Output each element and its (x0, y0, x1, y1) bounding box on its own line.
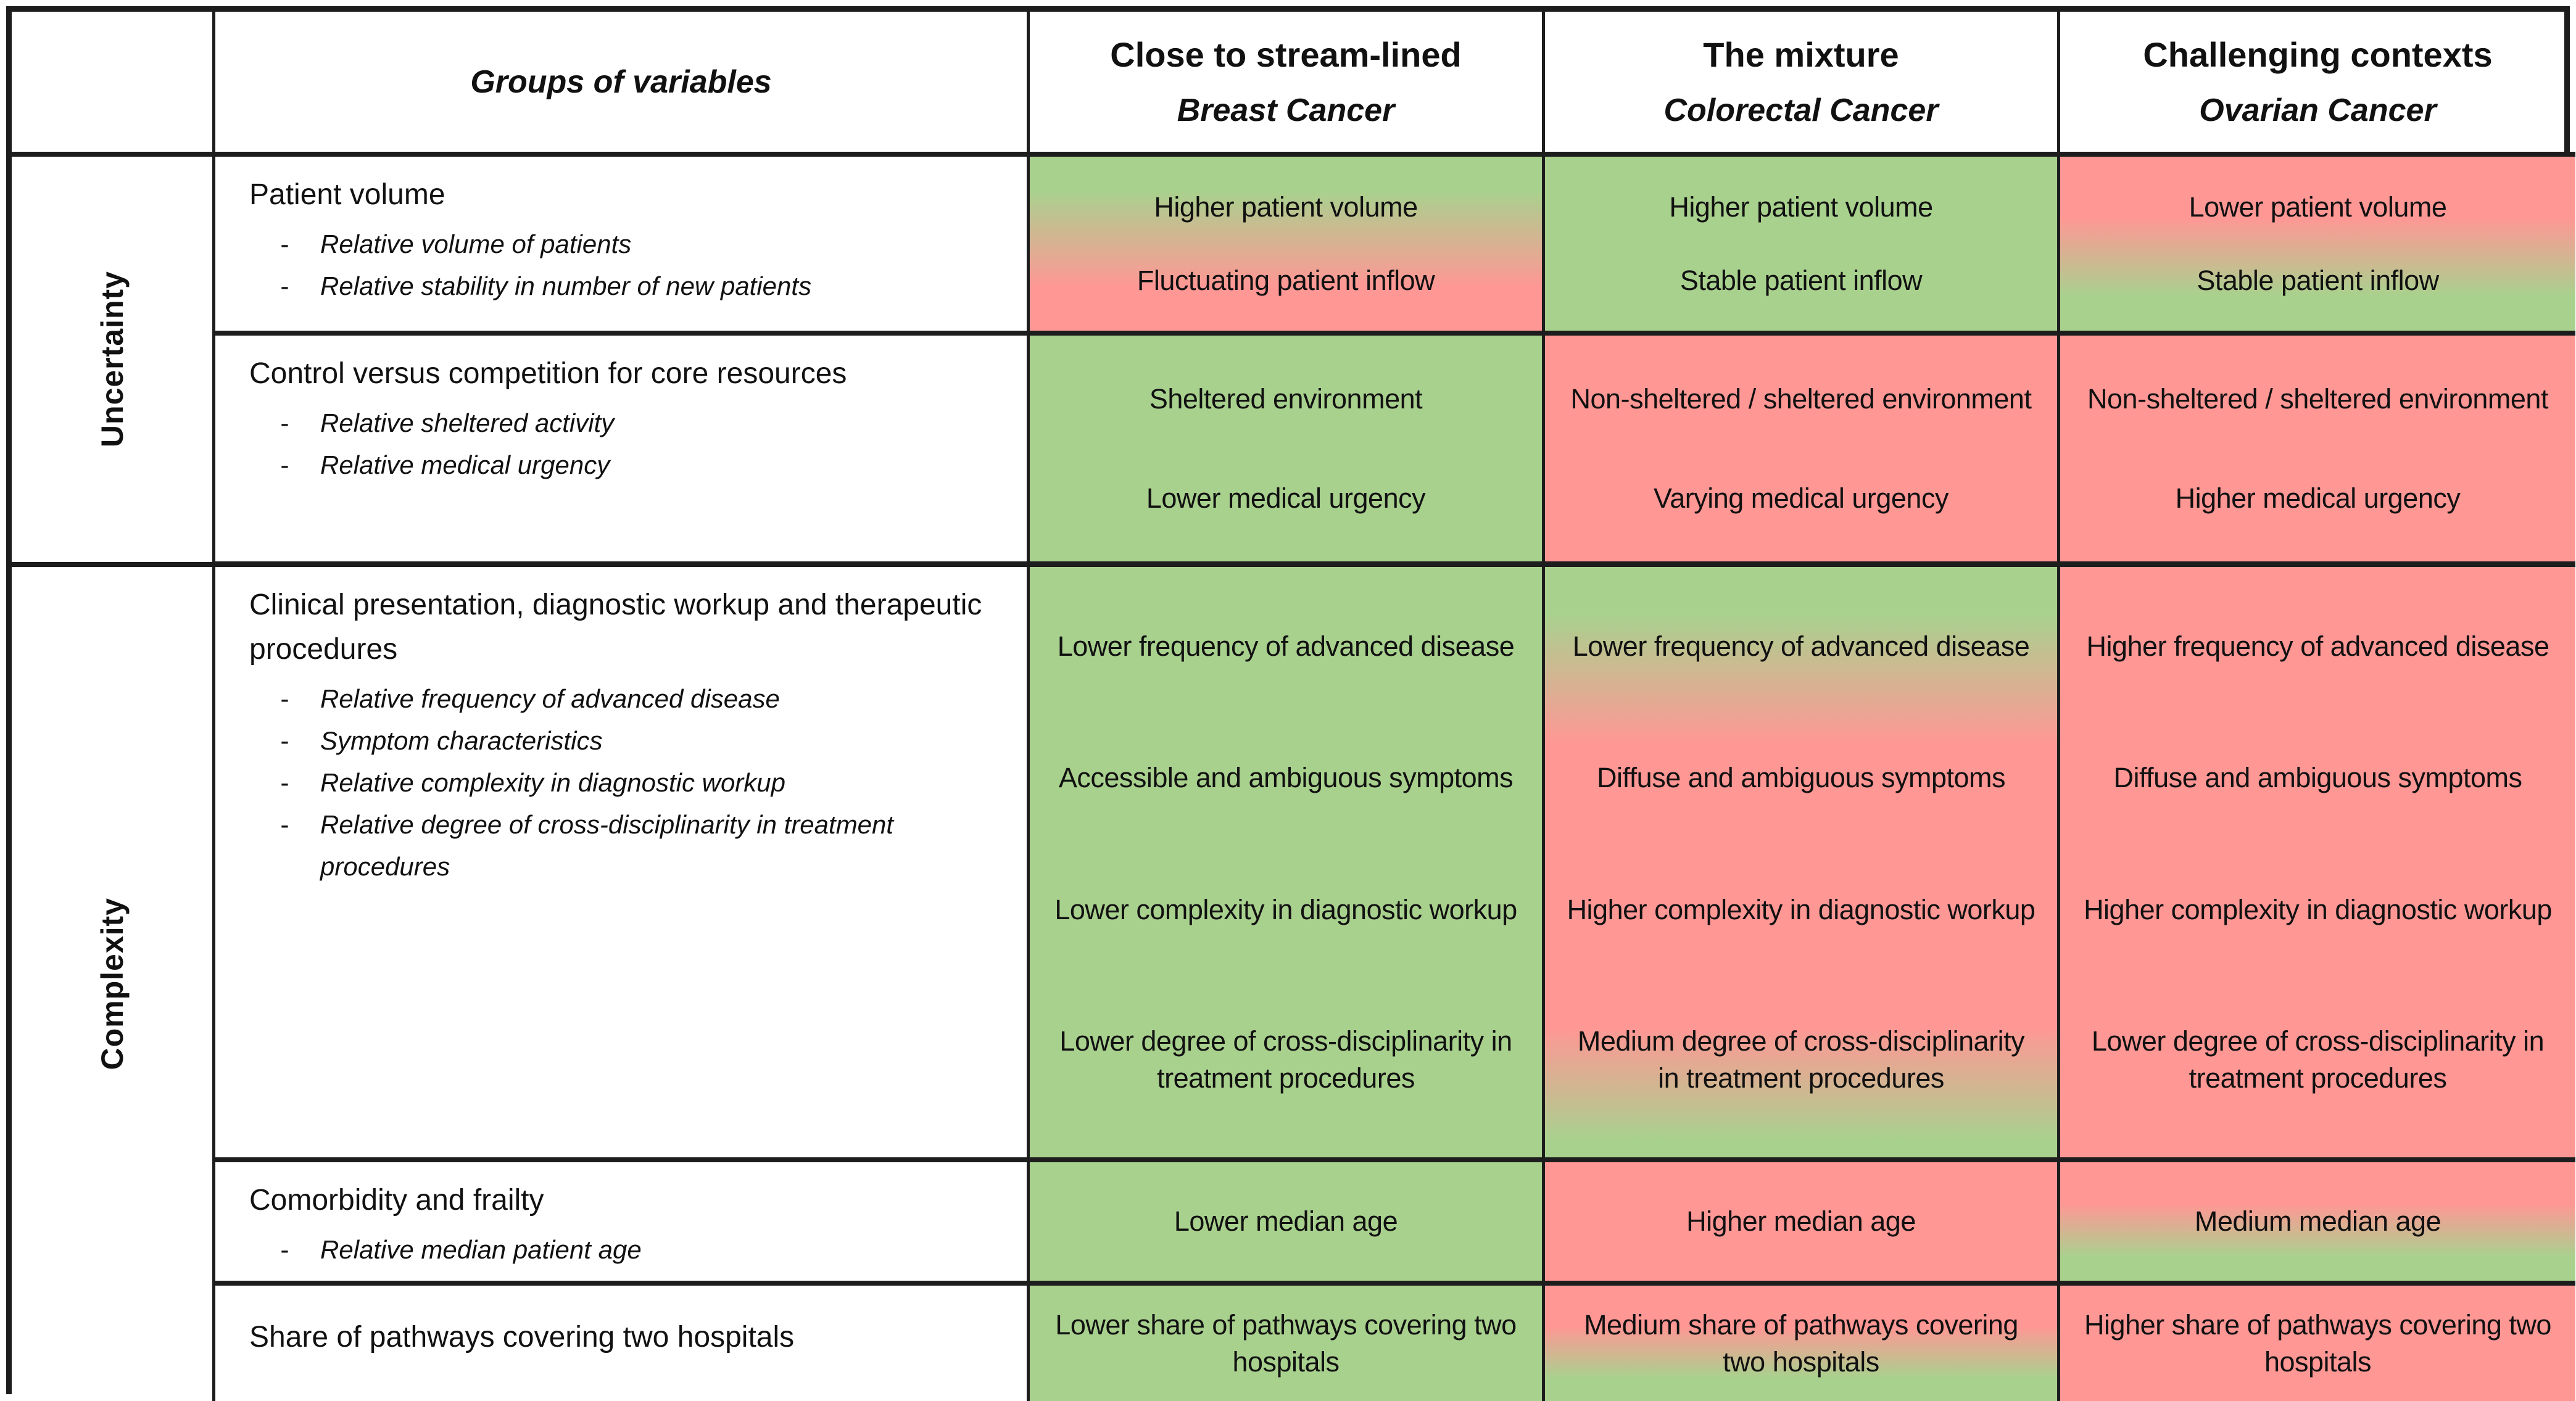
groups-header-label: Groups of variables (470, 64, 772, 100)
breast-column-title: Close to stream-lined (1110, 35, 1462, 75)
control-resources-breast-cell: Sheltered environment Lower medical urge… (1030, 336, 1545, 567)
uncertainty-label-text: Uncertainty (94, 271, 130, 448)
bullet-dash: - (280, 684, 289, 713)
pathways-group-cell: Share of pathways covering two hospitals (215, 1286, 1030, 1401)
bullet-dash: - (280, 768, 289, 798)
clinical-bullet-4: - Relative degree of cross-disciplinarity… (249, 804, 1008, 888)
pathways-title: Share of pathways covering two hospitals (249, 1320, 795, 1353)
patient-volume-colorectal-cell: Higher patient volume Stable patient inf… (1545, 157, 2060, 336)
breast-cancer-column-header: Close to stream-lined Breast Cancer (1030, 12, 1545, 157)
complexity-section-label: Complexity (12, 567, 215, 1401)
pathways-ovarian-cell: Higher share of pathways covering two ho… (2060, 1286, 2575, 1401)
control-resources-bullet-1: - Relative sheltered activity (249, 402, 1008, 444)
comorbidity-ovarian-cell: Medium median age (2060, 1162, 2575, 1286)
corner-cell (12, 12, 215, 157)
bullet-dash: - (280, 229, 289, 258)
bullet-dash: - (280, 408, 289, 437)
comorbidity-breast-cell: Lower median age (1030, 1162, 1545, 1286)
control-resources-bullet-2: - Relative medical urgency (249, 444, 1008, 486)
bullet-dash: - (280, 726, 289, 756)
patient-volume-breast-cell: Higher patient volume Fluctuating patien… (1030, 157, 1545, 336)
control-resources-ovarian-cell: Non-sheltered / sheltered environment Hi… (2060, 336, 2575, 567)
comorbidity-bullet-1: - Relative median patient age (249, 1229, 1008, 1271)
patient-volume-bullet-1: - Relative volume of patients (249, 223, 1008, 265)
ovarian-column-subtitle: Ovarian Cancer (2199, 92, 2437, 128)
pathways-breast-cell: Lower share of pathways covering two hos… (1030, 1286, 1545, 1401)
complexity-label-text: Complexity (94, 898, 130, 1070)
bullet-dash: - (280, 810, 289, 840)
colorectal-column-subtitle: Colorectal Cancer (1663, 92, 1939, 128)
comorbidity-title: Comorbidity and frailty (249, 1184, 544, 1217)
bullet-dash: - (280, 450, 289, 480)
control-resources-group-cell: Control versus competition for core reso… (215, 336, 1030, 567)
ovarian-cancer-column-header: Challenging contexts Ovarian Cancer (2060, 12, 2575, 157)
clinical-ovarian-cell: Higher frequency of advanced disease Dif… (2060, 567, 2575, 1162)
bullet-dash: - (280, 271, 289, 301)
control-resources-colorectal-cell: Non-sheltered / sheltered environment Va… (1545, 336, 2060, 567)
patient-volume-title: Patient volume (249, 178, 445, 211)
clinical-colorectal-cell: Lower frequency of advanced disease Diff… (1545, 567, 2060, 1162)
ovarian-column-title: Challenging contexts (2143, 35, 2493, 75)
pathways-colorectal-cell: Medium share of pathways covering two ho… (1545, 1286, 2060, 1401)
groups-of-variables-header: Groups of variables (215, 12, 1030, 157)
comorbidity-group-cell: Comorbidity and frailty - Relative median… (215, 1162, 1030, 1286)
bullet-dash: - (280, 1235, 289, 1264)
clinical-bullet-2: - Symptom characteristics (249, 720, 1008, 762)
patient-volume-group-cell: Patient volume - Relative volume of patie… (215, 157, 1030, 336)
patient-volume-ovarian-cell: Lower patient volume Stable patient infl… (2060, 157, 2575, 336)
colorectal-column-title: The mixture (1703, 35, 1899, 75)
clinical-group-cell: Clinical presentation, diagnostic workup… (215, 567, 1030, 1162)
colorectal-cancer-column-header: The mixture Colorectal Cancer (1545, 12, 2060, 157)
clinical-title: Clinical presentation, diagnostic workup… (249, 589, 982, 666)
clinical-bullet-3: - Relative complexity in diagnostic worku… (249, 762, 1008, 804)
clinical-bullet-1: - Relative frequency of advanced disease (249, 678, 1008, 720)
clinical-breast-cell: Lower frequency of advanced disease Acce… (1030, 567, 1545, 1162)
comparison-table: Groups of variables Close to stream-line… (6, 6, 2575, 1401)
breast-column-subtitle: Breast Cancer (1177, 92, 1395, 128)
patient-volume-bullet-2: - Relative stability in number of new pat… (249, 265, 1008, 307)
control-resources-title: Control versus competition for core reso… (249, 357, 847, 390)
uncertainty-section-label: Uncertainty (12, 157, 215, 567)
comorbidity-colorectal-cell: Higher median age (1545, 1162, 2060, 1286)
